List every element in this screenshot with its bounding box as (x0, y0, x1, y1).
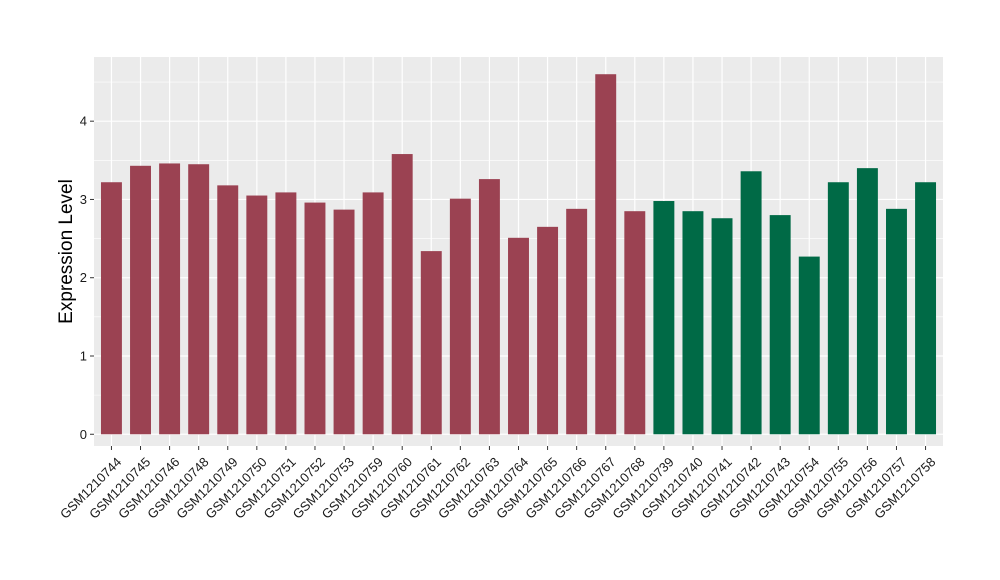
bar-gsm1210744 (100, 182, 122, 435)
y-tick-label: 4 (80, 114, 87, 129)
bar-gsm1210767 (595, 74, 617, 435)
bar-gsm1210765 (537, 226, 559, 435)
bar-gsm1210755 (827, 182, 849, 435)
bar-gsm1210756 (856, 168, 878, 435)
bar-gsm1210753 (333, 209, 355, 435)
bar-gsm1210742 (740, 171, 762, 435)
bar-gsm1210749 (217, 185, 239, 435)
bar-gsm1210746 (159, 163, 181, 435)
bar-gsm1210748 (188, 164, 210, 435)
bar-gsm1210758 (915, 182, 937, 435)
bar-gsm1210740 (682, 211, 704, 435)
y-tick-label: 0 (80, 427, 87, 442)
y-tick-label: 2 (80, 270, 87, 285)
bar-gsm1210752 (304, 202, 326, 435)
bar-gsm1210745 (130, 165, 151, 435)
y-tick-label: 1 (80, 348, 87, 363)
bar-gsm1210768 (624, 211, 646, 435)
bar-gsm1210763 (478, 179, 500, 435)
bar-gsm1210750 (246, 195, 268, 435)
bar-gsm1210739 (653, 201, 675, 435)
y-axis-title: Expression Level (56, 179, 77, 324)
bar-gsm1210759 (362, 192, 384, 435)
bar-gsm1210743 (769, 215, 791, 435)
bar-gsm1210741 (711, 218, 733, 435)
bar-gsm1210764 (508, 237, 529, 435)
bar-gsm1210760 (391, 154, 413, 435)
bar-gsm1210754 (798, 256, 820, 435)
bar-gsm1210762 (449, 198, 471, 435)
bar-gsm1210751 (275, 192, 297, 435)
y-tick-label: 3 (80, 192, 87, 207)
bar-gsm1210757 (886, 208, 907, 435)
bar-gsm1210766 (566, 208, 588, 435)
bar-gsm1210761 (420, 251, 442, 435)
